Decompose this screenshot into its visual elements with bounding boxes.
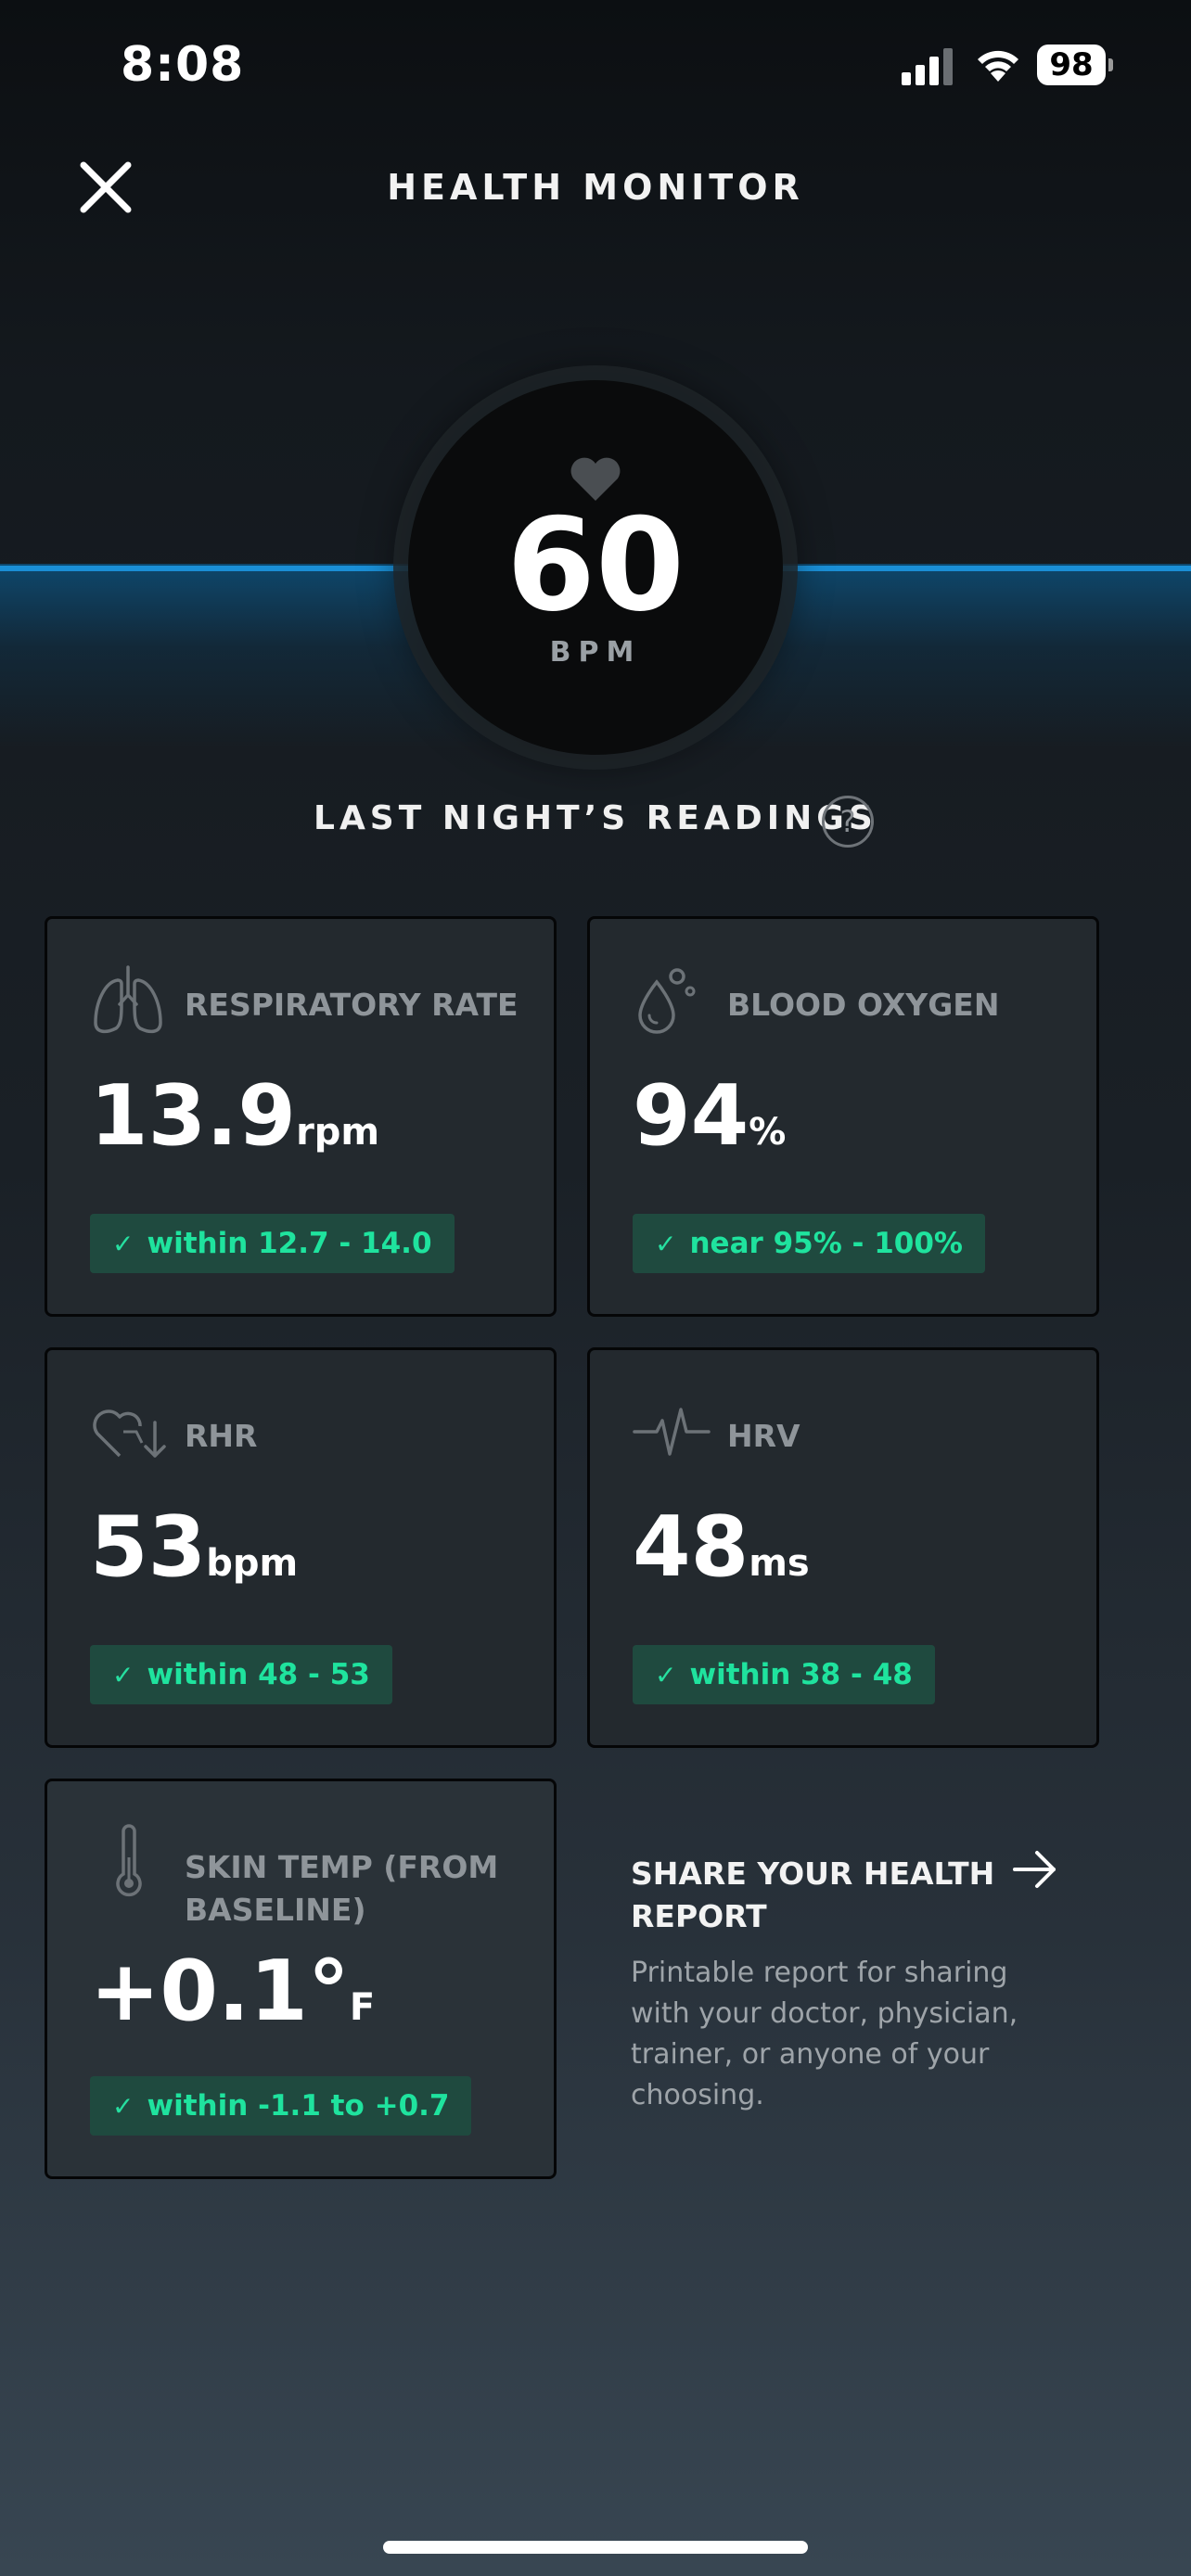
battery-level: 98 [1049, 46, 1094, 83]
range-badge: ✓ near 95% - 100% [633, 1214, 985, 1273]
heart-icon [570, 457, 621, 501]
status-time: 8:08 [121, 37, 245, 93]
help-icon[interactable]: ? [822, 796, 874, 848]
metric-value: 48ms [633, 1498, 810, 1596]
share-report-description: Printable report for sharing with your d… [631, 1957, 1018, 2111]
heart-down-icon [93, 1409, 166, 1458]
readings-title: LAST NIGHT’S READINGS [314, 799, 877, 837]
range-badge: ✓ within -1.1 to +0.7 [90, 2076, 472, 2136]
check-icon: ✓ [112, 1659, 134, 1690]
metric-label: RESPIRATORY RATE [185, 987, 519, 1023]
signal-icon [902, 48, 953, 85]
metric-label: HRV [727, 1418, 800, 1454]
metric-value: +0.1°F [90, 1943, 376, 2040]
range-badge: ✓ within 48 - 53 [90, 1645, 392, 1704]
check-icon: ✓ [112, 2090, 134, 2122]
metric-label: SKIN TEMP (FROM BASELINE) [185, 1849, 499, 1928]
battery-indicator: 98 [1037, 45, 1113, 85]
hrv-pulse-icon [633, 1408, 711, 1456]
check-icon: ✓ [112, 1228, 134, 1259]
metric-value: 53bpm [90, 1498, 299, 1596]
blood-oxygen-card[interactable]: BLOOD OXYGEN 94% ✓ near 95% - 100% [587, 916, 1099, 1317]
thermometer-icon [116, 1824, 142, 1897]
page-title: HEALTH MONITOR [387, 167, 804, 208]
heart-rate-unit: BPM [549, 636, 642, 669]
close-icon[interactable] [76, 158, 135, 217]
status-bar: 8:08 98 [0, 0, 1191, 130]
hrv-card[interactable]: HRV 48ms ✓ within 38 - 48 [587, 1347, 1099, 1748]
home-indicator[interactable] [383, 2541, 808, 2554]
heart-rate-dial [408, 380, 783, 755]
arrow-right-icon[interactable] [1011, 1849, 1059, 1890]
range-badge: ✓ within 38 - 48 [633, 1645, 935, 1704]
metric-label: RHR [185, 1418, 258, 1454]
check-icon: ✓ [655, 1659, 677, 1690]
heart-rate-value: 60 [506, 491, 685, 640]
metric-label: BLOOD OXYGEN [727, 987, 1000, 1023]
lungs-icon [94, 965, 162, 1034]
metric-value: 94% [633, 1067, 787, 1165]
check-icon: ✓ [655, 1228, 677, 1259]
range-badge: ✓ within 12.7 - 14.0 [90, 1214, 455, 1273]
wifi-icon [978, 50, 1018, 82]
rhr-card[interactable]: RHR 53bpm ✓ within 48 - 53 [45, 1347, 557, 1748]
blood-drop-icon [638, 968, 696, 1034]
share-report-link[interactable]: SHARE YOUR HEALTH REPORT [631, 1855, 995, 1934]
metric-value: 13.9rpm [90, 1067, 380, 1165]
respiratory-rate-card[interactable]: RESPIRATORY RATE 13.9rpm ✓ within 12.7 -… [45, 916, 557, 1317]
skin-temp-card[interactable]: SKIN TEMP (FROM BASELINE) +0.1°F ✓ withi… [45, 1779, 557, 2179]
